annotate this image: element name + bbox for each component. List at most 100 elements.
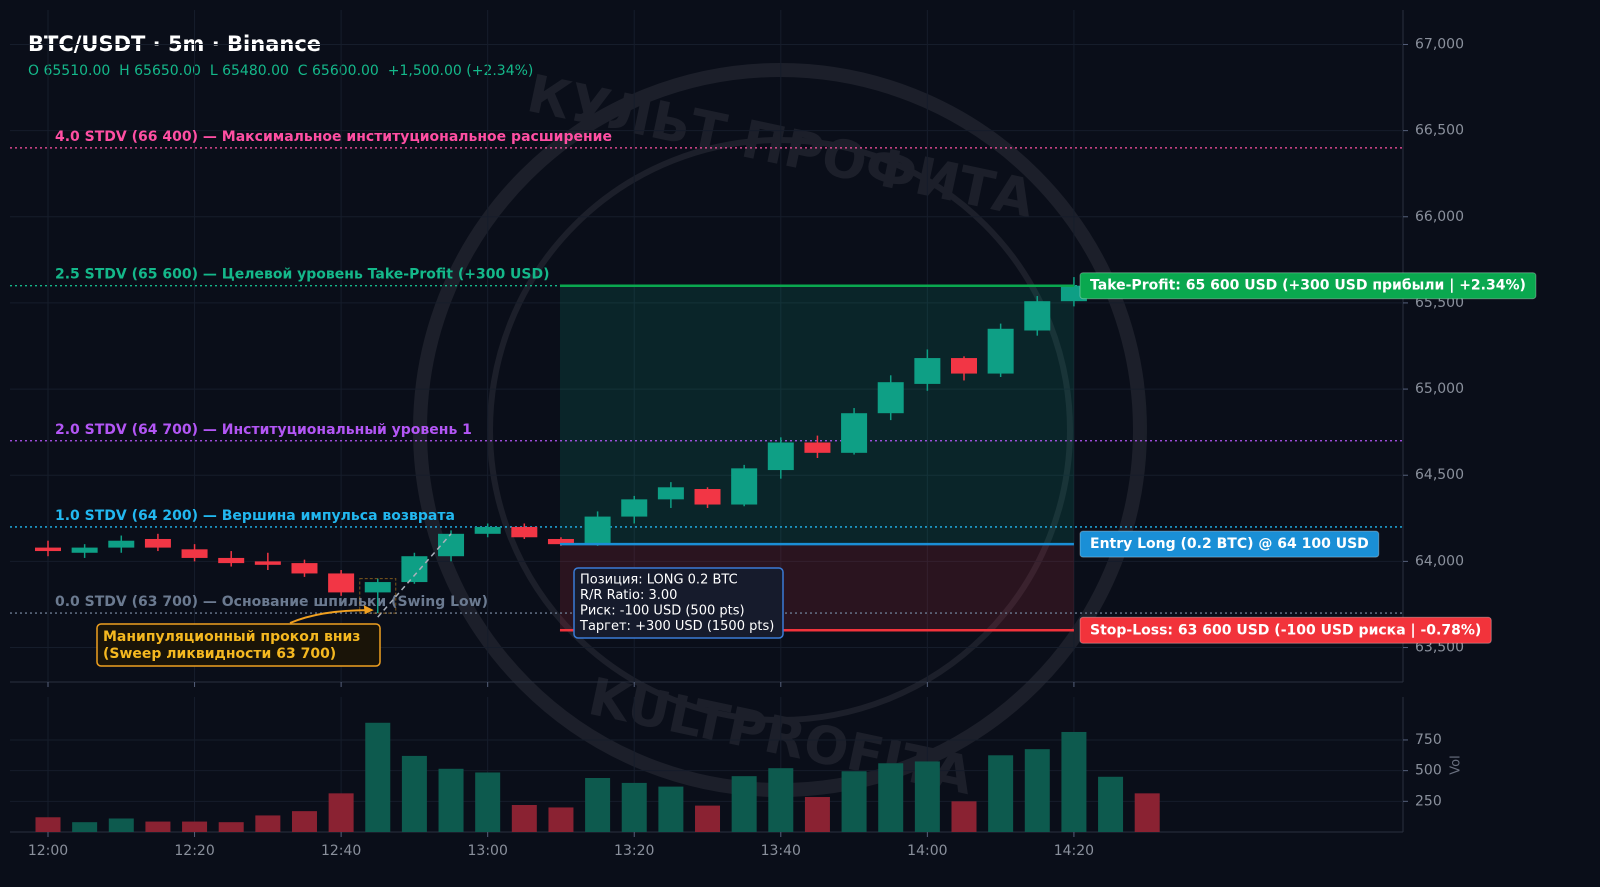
ohlc-readout: O 65510.00 H 65650.00 L 65480.00 C 65600…	[28, 63, 533, 79]
level-label: 2.0 STDV (64 700) — Институциональный ур…	[55, 422, 472, 438]
x-tick-label: 12:00	[28, 843, 68, 859]
y-tick-label: 250	[1415, 793, 1442, 809]
volume-bar	[768, 768, 794, 832]
y-tick-label: 66,500	[1415, 123, 1464, 139]
candle-body	[841, 413, 868, 453]
trade-tag-label: Take-Profit: 65 600 USD (+300 USD прибыл…	[1090, 278, 1526, 294]
candle-body	[657, 487, 684, 500]
level-label: 4.0 STDV (66 400) — Максимальное институ…	[55, 129, 612, 145]
candle-body	[181, 549, 208, 558]
y-tick-label: 65,000	[1415, 381, 1464, 397]
y-tick-label: 65,500	[1415, 295, 1464, 311]
trade-tag	[1079, 616, 1492, 644]
candle-body	[767, 442, 794, 471]
level-label: 1.0 STDV (64 200) — Вершина импульса воз…	[55, 508, 455, 524]
candle-body	[35, 547, 61, 552]
candle-body	[254, 561, 281, 565]
y-tick-label: 64,500	[1415, 467, 1464, 483]
candle-body	[914, 358, 941, 384]
info-label: Риск: -100 USD (500 pts)	[580, 604, 745, 619]
candle-body	[1024, 301, 1051, 331]
info-box	[573, 567, 784, 639]
x-tick-label: 13:00	[468, 843, 508, 859]
x-tick-label: 12:40	[321, 843, 361, 859]
y-tick-label: 66,000	[1415, 209, 1464, 225]
candle-body	[291, 563, 318, 574]
trade-tag	[1079, 272, 1537, 300]
volume-bar	[145, 821, 171, 832]
candle-body	[621, 499, 648, 517]
volume-bar	[914, 761, 940, 832]
sweep-box	[96, 623, 381, 667]
volume-bar	[401, 755, 427, 832]
volume-bar	[365, 722, 391, 832]
candle-body	[694, 489, 721, 505]
candle-body	[804, 442, 831, 453]
volume-bar	[804, 797, 830, 832]
volume-bar	[548, 807, 574, 832]
volume-bar	[951, 801, 977, 832]
candle-body	[877, 382, 904, 414]
volume-bar	[621, 782, 647, 832]
candle-body	[438, 533, 465, 557]
info-label: R/R Ratio: 3.00	[580, 588, 677, 603]
candle-body	[511, 526, 538, 538]
volume-bar	[438, 768, 464, 832]
candle-body	[108, 540, 135, 548]
volume-bar	[658, 786, 684, 832]
level-label: 0.0 STDV (63 700) — Основание шпильки (S…	[55, 594, 488, 610]
volume-bar	[255, 815, 281, 832]
volume-bar	[585, 778, 611, 832]
volume-bar	[695, 805, 721, 832]
candle-body	[584, 516, 611, 545]
candle-body	[144, 538, 171, 548]
sweep-arrow	[289, 609, 370, 624]
level-label: 2.5 STDV (65 600) — Целевой уровень Take…	[55, 267, 550, 283]
x-tick-label: 12:20	[174, 843, 214, 859]
volume-bar	[1024, 749, 1050, 832]
y-tick-label: 750	[1415, 732, 1442, 748]
volume-bar	[72, 822, 98, 832]
volume-bar	[878, 763, 904, 832]
volume-bar	[988, 755, 1014, 832]
volume-bar	[182, 821, 208, 832]
info-label: Позиция: LONG 0.2 BTC	[580, 573, 738, 588]
sweep-label: (Sweep ликвидности 63 700)	[103, 646, 336, 662]
y-tick-label: 63,500	[1415, 640, 1464, 656]
x-tick-label: 14:00	[907, 843, 947, 859]
x-tick-label: 14:20	[1054, 843, 1094, 859]
volume-bar	[35, 817, 61, 832]
volume-bar	[731, 776, 757, 832]
trade-tag	[1079, 530, 1380, 558]
candle-body	[987, 328, 1014, 374]
sweep-marker	[359, 578, 397, 614]
candle-body	[218, 557, 245, 564]
info-label: Таргет: +300 USD (1500 pts)	[579, 619, 774, 634]
candle-body	[474, 526, 501, 534]
candle-body	[951, 358, 977, 374]
volume-bar	[1098, 776, 1124, 832]
sweep-arrow-head	[363, 605, 374, 615]
y-axis-label: Vol	[1449, 755, 1464, 774]
x-tick-label: 13:20	[614, 843, 654, 859]
candle-body	[71, 547, 98, 553]
candle-body	[328, 573, 355, 593]
sweep-label: Манипуляционный прокол вниз	[103, 629, 360, 645]
sweep-path	[377, 533, 452, 618]
y-tick-label: 67,000	[1415, 36, 1464, 52]
volume-bar	[291, 811, 317, 832]
volume-bar	[511, 805, 537, 832]
volume-bar	[841, 771, 867, 832]
trade-tag-label: Stop-Loss: 63 600 USD (-100 USD риска | …	[1090, 622, 1481, 638]
watermark-ring	[487, 137, 1073, 723]
volume-bar	[218, 822, 244, 832]
volume-bar	[108, 818, 134, 832]
volume-bar	[1134, 793, 1160, 832]
x-tick-label: 13:40	[761, 843, 801, 859]
candle-body	[547, 538, 574, 545]
volume-bar	[328, 793, 354, 832]
trade-tag-label: Entry Long (0.2 BTC) @ 64 100 USD	[1090, 536, 1369, 552]
volume-bar	[475, 772, 501, 832]
y-tick-label: 64,000	[1415, 553, 1464, 569]
